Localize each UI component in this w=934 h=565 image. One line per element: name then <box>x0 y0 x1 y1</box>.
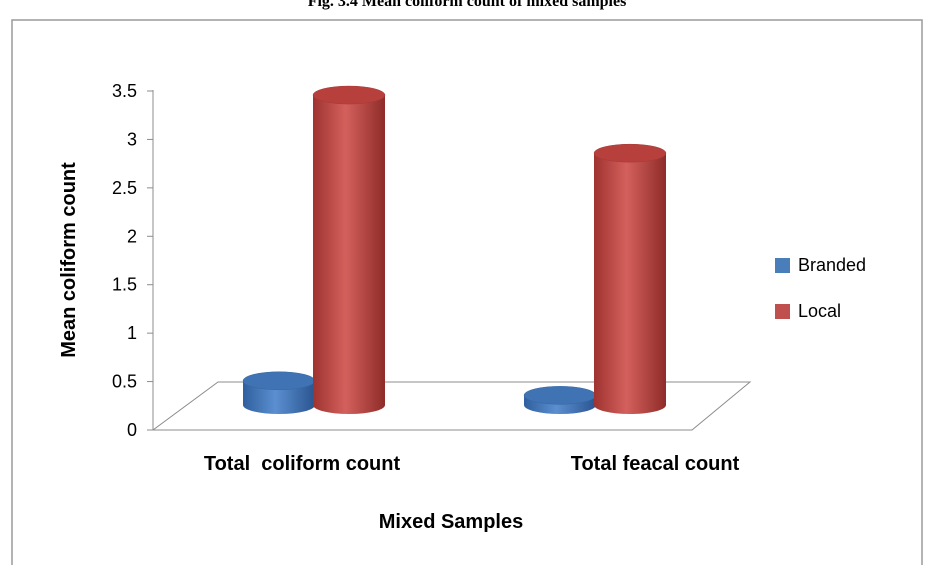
chart-frame <box>11 19 923 565</box>
y-tick-label: 2.5 <box>112 178 137 198</box>
legend-label-local: Local <box>798 301 841 321</box>
bar-top <box>312 85 386 105</box>
bar-top <box>242 371 316 391</box>
y-tick-label: 1 <box>127 323 137 343</box>
legend-swatch-local <box>775 304 790 319</box>
legend-label-branded: Branded <box>798 255 866 275</box>
y-tick-label: 3 <box>127 129 137 149</box>
bar-body <box>594 153 666 414</box>
x-axis-title: Mixed Samples <box>379 511 524 533</box>
y-axis-title: Mean coliform count <box>58 162 80 358</box>
x-category-label: Total feacal count <box>571 453 740 475</box>
y-tick-label: 0.5 <box>112 372 137 392</box>
bar-body <box>243 380 315 414</box>
bar-branded-1 <box>242 371 316 414</box>
bar-body <box>313 95 385 415</box>
bar-top <box>523 386 597 405</box>
chart-floor <box>151 381 752 431</box>
chart-title: Fig. 3.4 Mean coliform count of mixed sa… <box>308 0 627 10</box>
x-category-label: Total coliform count <box>204 453 401 475</box>
legend: Branded Local <box>775 255 866 321</box>
y-tick-label: 1.5 <box>112 275 137 295</box>
bar-local-1 <box>312 85 386 415</box>
bar-local-2 <box>593 143 667 414</box>
y-tick-label: 2 <box>127 226 137 246</box>
bar-branded-2 <box>523 386 597 414</box>
y-tick-label: 3.5 <box>112 81 137 101</box>
bar-top <box>593 143 667 163</box>
legend-swatch-branded <box>775 258 790 273</box>
y-tick-label: 0 <box>127 420 137 440</box>
